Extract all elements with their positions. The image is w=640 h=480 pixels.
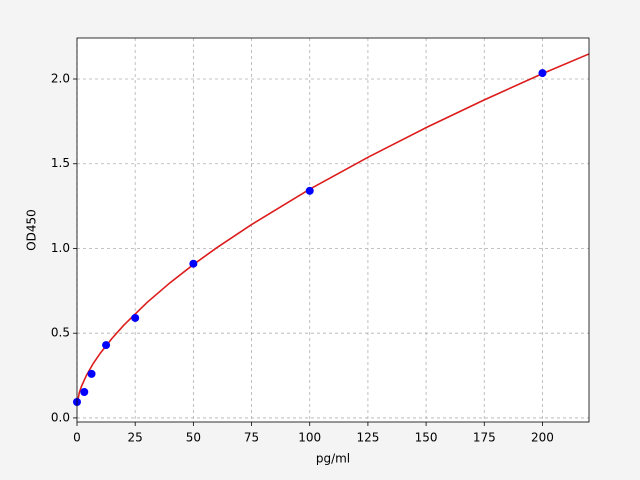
- x-tick-label: 100: [298, 431, 321, 445]
- y-tick-label: 0.5: [51, 326, 70, 340]
- x-tick-label: 200: [531, 431, 554, 445]
- x-axis-label: pg/ml: [316, 452, 350, 466]
- x-tick-label: 50: [186, 431, 201, 445]
- data-point: [102, 341, 111, 350]
- plot-layer: [73, 38, 590, 422]
- plot-frame: [76, 37, 590, 423]
- y-axis-label: OD450: [25, 209, 39, 251]
- plot-area: [77, 38, 589, 422]
- y-tick-label: 1.5: [51, 156, 70, 170]
- data-point: [305, 186, 314, 195]
- x-tick-label: 25: [128, 431, 143, 445]
- y-tick-label: 1.0: [51, 241, 70, 255]
- x-tick-label: 0: [73, 431, 81, 445]
- fit-curve: [76, 53, 590, 406]
- data-point: [87, 369, 96, 378]
- x-tick-label: 175: [473, 431, 496, 445]
- y-tick-label: 2.0: [51, 72, 70, 86]
- y-tick-label: 0.0: [51, 410, 70, 424]
- data-point: [80, 388, 89, 397]
- data-point: [189, 259, 198, 268]
- x-tick-label: 125: [356, 431, 379, 445]
- x-tick-label: 75: [244, 431, 259, 445]
- data-point: [538, 69, 547, 78]
- x-tick-label: 150: [415, 431, 438, 445]
- data-point: [131, 313, 140, 322]
